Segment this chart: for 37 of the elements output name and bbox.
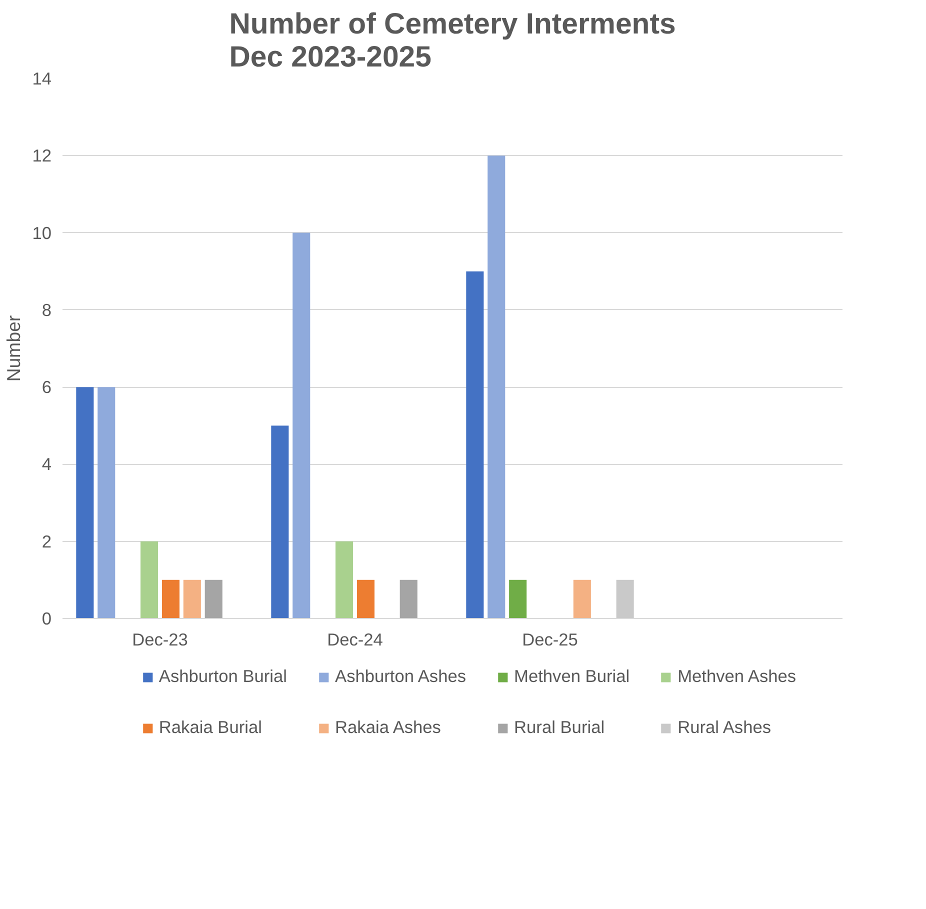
bar	[76, 387, 94, 618]
y-tick-label: 6	[42, 377, 52, 398]
legend-label: Methven Ashes	[678, 666, 796, 687]
legend-label: Ashburton Ashes	[335, 666, 466, 687]
x-tick-label: Dec-23	[132, 630, 188, 650]
bar	[140, 541, 158, 618]
bar	[98, 387, 116, 618]
bar	[336, 541, 354, 618]
y-axis-title: Number	[3, 315, 24, 382]
legend-label: Rural Ashes	[678, 717, 772, 738]
bar	[466, 271, 484, 618]
y-tick-label: 14	[32, 68, 52, 88]
bar	[292, 232, 310, 618]
bar	[162, 580, 180, 618]
y-tick-label: 2	[42, 531, 52, 552]
bar	[204, 580, 222, 618]
y-tick-label: 4	[42, 454, 52, 474]
bar	[271, 426, 289, 618]
legend-label: Rakaia Burial	[158, 717, 262, 738]
legend-label: Ashburton Burial	[158, 666, 288, 687]
legend-label: Methven Burial	[514, 666, 630, 687]
y-tick-label: 8	[42, 300, 52, 320]
bar	[356, 580, 374, 618]
y-tick-label: 10	[32, 222, 52, 243]
bar	[509, 580, 527, 618]
y-tick-label: 0	[42, 608, 52, 628]
bar	[488, 156, 506, 618]
chart-title: Number of Cemetery Interments Dec 2023-2025	[229, 8, 676, 74]
legend-label: Rakaia Ashes	[335, 717, 441, 738]
x-tick-label: Dec-24	[327, 630, 384, 650]
legend-label: Rural Burial	[514, 717, 605, 738]
y-tick-label: 12	[32, 146, 52, 166]
bar	[183, 580, 201, 618]
bar	[400, 580, 418, 618]
bar	[573, 580, 591, 618]
bar	[616, 580, 634, 618]
x-tick-label: Dec-25	[522, 630, 578, 650]
